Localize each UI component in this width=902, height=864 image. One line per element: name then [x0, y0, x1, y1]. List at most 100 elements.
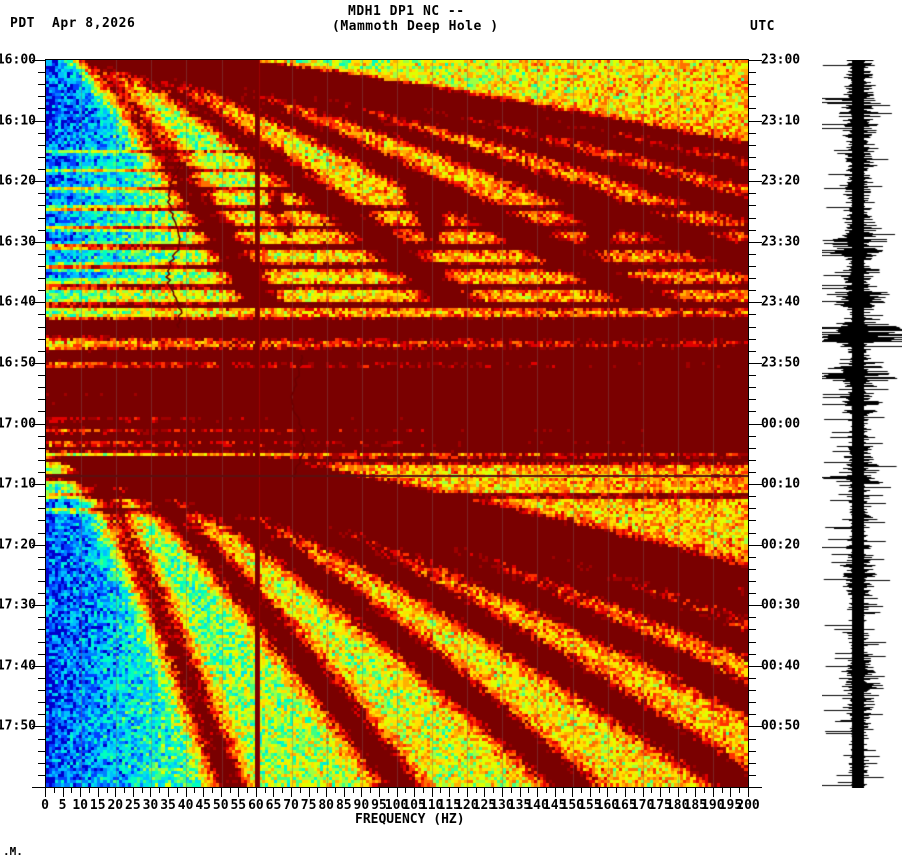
- frequency-tick-minor: [458, 788, 459, 793]
- time-tick-minor-left: [38, 72, 46, 74]
- station-description: (Mammoth Deep Hole ): [332, 19, 499, 34]
- frequency-tick-major: [343, 788, 345, 797]
- frequency-tick-major: [132, 788, 134, 797]
- seismogram-canvas[interactable]: [822, 60, 902, 788]
- time-tick-minor-right: [748, 593, 756, 595]
- frequency-tick-major: [326, 788, 328, 797]
- frequency-tick-minor: [440, 788, 442, 793]
- time-tick-minor-right: [748, 532, 756, 534]
- time-tick-minor-right: [748, 108, 756, 110]
- time-tick-major-left: [32, 787, 46, 788]
- frequency-label: 125: [472, 798, 497, 813]
- time-tick-major-right: [748, 423, 762, 425]
- time-tick-minor-left: [38, 375, 46, 377]
- time-label-local: 16:50: [0, 355, 36, 371]
- frequency-tick-major: [466, 788, 468, 797]
- frequency-tick-minor: [247, 788, 249, 793]
- frequency-label: 20: [107, 798, 124, 813]
- time-tick-major-right: [748, 181, 762, 183]
- time-label-local: 16:10: [0, 113, 36, 129]
- time-tick-major-left: [32, 60, 46, 61]
- header-bar: PDT Apr 8,2026 MDH1 DP1 NC -- (Mammoth D…: [0, 0, 902, 46]
- time-tick-minor-right: [748, 205, 756, 207]
- frequency-tick-minor: [334, 788, 336, 793]
- frequency-tick-minor: [422, 788, 424, 793]
- time-tick-minor-right: [748, 278, 756, 280]
- frequency-tick-major: [150, 788, 152, 797]
- time-tick-minor-left: [38, 714, 46, 716]
- time-tick-minor-right: [748, 217, 756, 219]
- frequency-label: 180: [665, 798, 690, 813]
- frequency-tick-major: [273, 788, 275, 797]
- time-label-local: 17:00: [0, 416, 36, 431]
- time-tick-major-left: [32, 302, 46, 304]
- frequency-tick-major: [449, 788, 451, 797]
- frequency-tick-minor: [387, 788, 389, 793]
- frequency-tick-major: [62, 788, 64, 797]
- time-tick-major-right: [748, 665, 762, 667]
- time-label-utc: 00:20: [761, 537, 801, 553]
- time-tick-minor-right: [748, 496, 756, 498]
- time-tick-major-left: [32, 544, 46, 546]
- time-tick-major-right: [748, 544, 762, 546]
- frequency-tick-minor: [211, 788, 213, 793]
- frequency-tick-minor: [598, 788, 600, 793]
- time-tick-minor-right: [748, 193, 756, 195]
- time-label-utc: 00:10: [761, 476, 801, 492]
- time-tick-minor-right: [748, 447, 756, 449]
- frequency-tick-major: [730, 788, 732, 797]
- time-label-utc: 00:50: [761, 718, 801, 734]
- time-tick-major-left: [32, 423, 46, 425]
- time-tick-minor-left: [38, 568, 46, 570]
- frequency-label: 35: [160, 798, 176, 813]
- time-tick-minor-right: [748, 653, 756, 655]
- seismogram-trace[interactable]: [822, 60, 902, 788]
- time-tick-minor-right: [748, 399, 756, 401]
- frequency-label: 70: [283, 798, 299, 813]
- time-tick-minor-left: [38, 520, 46, 522]
- time-tick-major-left: [32, 726, 46, 728]
- time-tick-minor-right: [748, 762, 756, 764]
- time-tick-minor-left: [38, 690, 46, 692]
- time-tick-minor-left: [38, 738, 46, 740]
- frequency-tick-major: [660, 788, 662, 797]
- frequency-tick-minor: [581, 788, 583, 793]
- time-label-local: 17:20: [0, 537, 36, 553]
- frequency-label: 190: [701, 798, 725, 813]
- frequency-tick-major: [361, 788, 363, 797]
- frequency-tick-minor: [563, 788, 565, 793]
- time-tick-minor-right: [748, 84, 756, 86]
- spectrogram-canvas[interactable]: [46, 60, 748, 787]
- frequency-tick-major: [501, 788, 503, 797]
- frequency-tick-major: [168, 788, 170, 797]
- time-tick-minor-left: [38, 653, 46, 655]
- time-tick-minor-right: [748, 435, 756, 437]
- time-tick-minor-right: [748, 714, 756, 716]
- frequency-tick-minor: [686, 788, 688, 793]
- frequency-label: 165: [613, 798, 637, 813]
- time-tick-major-right: [748, 241, 762, 243]
- time-tick-minor-right: [748, 677, 756, 679]
- frequency-tick-minor: [194, 788, 196, 793]
- time-axis-utc: 23:00 23:10 23:20 23:30 23:40 23:50 00:00 00:10…: [748, 53, 828, 788]
- time-tick-minor-right: [748, 702, 756, 704]
- time-tick-major-right: [748, 726, 762, 728]
- time-tick-major-left: [32, 241, 46, 243]
- time-tick-minor-right: [748, 387, 756, 389]
- time-tick-major-left: [32, 120, 46, 122]
- station-title: MDH1 DP1 NC --: [348, 4, 465, 19]
- spectrogram-plot[interactable]: [46, 60, 748, 787]
- time-tick-minor-right: [748, 326, 756, 328]
- plot-border-top: [45, 59, 749, 60]
- time-tick-minor-left: [38, 629, 46, 631]
- time-tick-minor-right: [748, 229, 756, 231]
- time-tick-minor-left: [38, 532, 46, 534]
- frequency-label: 50: [212, 798, 229, 813]
- time-label-utc: 23:00: [761, 52, 801, 68]
- time-tick-minor-right: [748, 375, 756, 377]
- time-label-local: 17:50: [0, 718, 36, 734]
- time-tick-minor-left: [38, 205, 46, 207]
- frequency-label: 10: [72, 798, 88, 813]
- frequency-tick-major: [677, 788, 679, 797]
